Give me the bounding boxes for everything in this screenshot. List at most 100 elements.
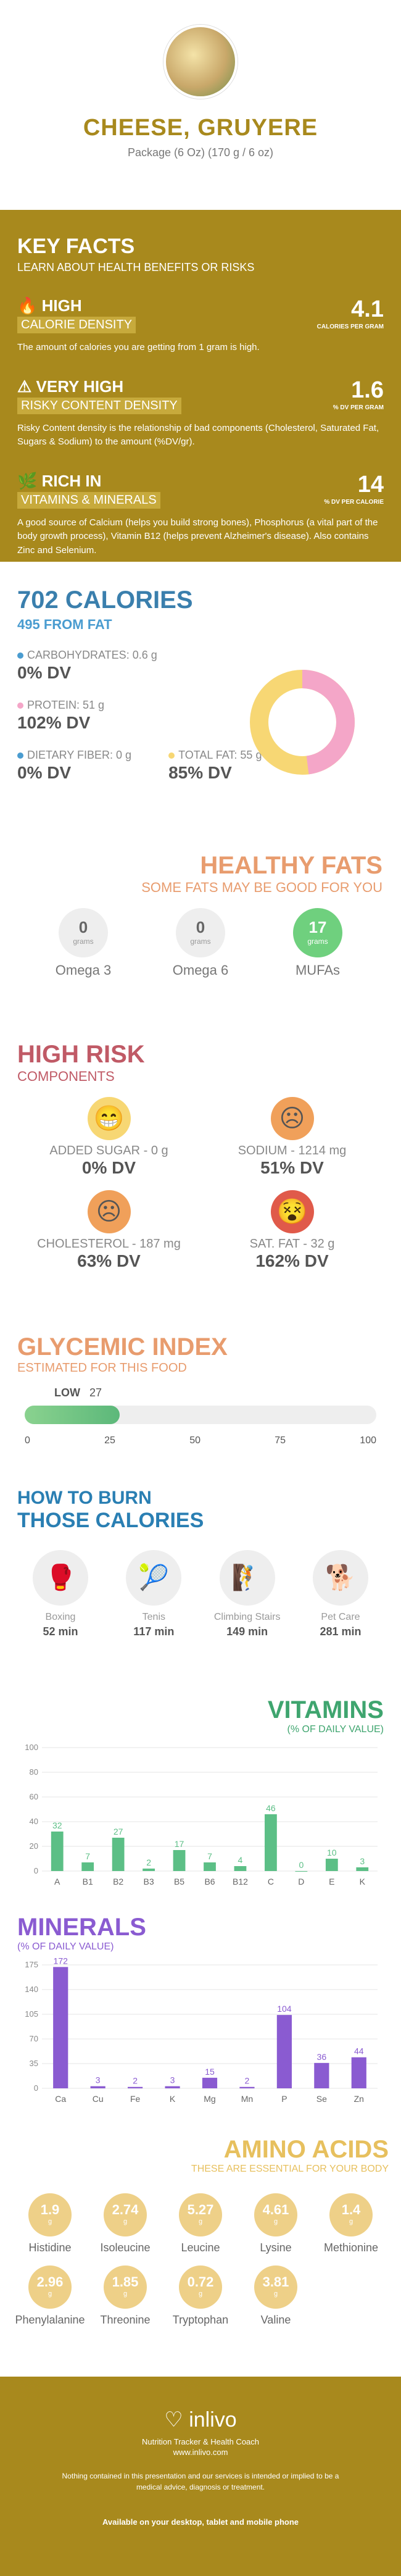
calories-from-fat: 495 FROM FAT bbox=[17, 617, 112, 632]
amino-acids-section: AMINO ACIDS THESE ARE ESSENTIAL FOR YOUR… bbox=[0, 2130, 401, 2377]
fat-name: Omega 6 bbox=[172, 962, 229, 978]
sad-face-icon: ☹ bbox=[87, 1190, 131, 1233]
amino-name: Isoleucine bbox=[100, 2241, 151, 2254]
sad-face-icon: ☹ bbox=[270, 1097, 314, 1140]
amino-blob: 1.4 g bbox=[329, 2193, 373, 2236]
leaf-icon: 🌿 bbox=[17, 471, 38, 490]
fat-unit: grams bbox=[73, 937, 94, 946]
fat-omega3: 0 grams Omega 3 bbox=[40, 908, 126, 978]
activity-boxing: 🥊 Boxing 52 min bbox=[17, 1550, 104, 1638]
amino-name: Threonine bbox=[100, 2314, 151, 2326]
x-tick-label: A bbox=[54, 1877, 60, 1886]
x-tick-label: Cu bbox=[93, 2094, 104, 2104]
donut-protein-slice bbox=[250, 670, 355, 775]
amino-item-valine: 3.81 g Valine bbox=[238, 2265, 313, 2327]
dog-walk-icon: 🐕 bbox=[312, 1550, 368, 1606]
fact-calorie-density: 🔥 HIGH CALORIE DENSITY 4.1 CALORIES PER … bbox=[17, 296, 384, 355]
fat-name: MUFAs bbox=[295, 962, 341, 978]
bar-value-label: 46 bbox=[266, 1803, 276, 1813]
bar-value-label: 3 bbox=[360, 1856, 365, 1866]
amino-unit: g bbox=[198, 2290, 203, 2298]
tick-label: 25 bbox=[104, 1435, 115, 1446]
fire-icon: 🔥 bbox=[17, 296, 38, 315]
brand-tagline: Nutrition Tracker & Health Coach bbox=[141, 2437, 260, 2446]
bar-value-label: 172 bbox=[54, 1956, 68, 1965]
y-tick-label: 60 bbox=[30, 1792, 38, 1801]
vitamins-subtitle: (% OF DAILY VALUE) bbox=[287, 1724, 384, 1735]
fiber-dv: 0% DV bbox=[17, 763, 72, 782]
activity-name: Climbing Stairs bbox=[213, 1612, 281, 1622]
burn-calories-section: HOW TO BURN THOSE CALORIES 🥊 Boxing 52 m… bbox=[0, 1469, 401, 1685]
x-tick-label: B12 bbox=[233, 1877, 248, 1886]
fiber-label: DIETARY FIBER: 0 g bbox=[27, 749, 132, 761]
amino-value: 5.27 bbox=[187, 2202, 214, 2217]
activity-minutes: 281 min bbox=[320, 1625, 362, 1638]
glycemic-subtitle: ESTIMATED FOR THIS FOOD bbox=[17, 1361, 187, 1375]
amino-value: 4.61 bbox=[262, 2202, 289, 2217]
bar-value-label: 15 bbox=[205, 2067, 215, 2077]
protein-label: PROTEIN: 51 g bbox=[27, 699, 105, 711]
amino-name: Histidine bbox=[28, 2241, 72, 2254]
amino-unit: g bbox=[198, 2218, 203, 2225]
brand-logo: inlivo bbox=[189, 2408, 237, 2432]
amino-unit: g bbox=[123, 2218, 128, 2225]
fat-mufas: 17 grams MUFAs bbox=[275, 908, 361, 978]
risk-dv: 63% DV bbox=[77, 1251, 141, 1270]
y-tick-label: 35 bbox=[30, 2059, 38, 2068]
amino-blob: 1.85 g bbox=[104, 2265, 147, 2309]
boxing-icon: 🥊 bbox=[33, 1550, 88, 1606]
vitamins-section: VITAMINS (% OF DAILY VALUE) 0 20 40 60 80 100… bbox=[0, 1685, 401, 1907]
bar-value-label: 27 bbox=[114, 1827, 123, 1836]
amino-unit: g bbox=[273, 2290, 278, 2298]
y-tick-label: 175 bbox=[25, 1960, 38, 1969]
amino-value: 1.9 bbox=[40, 2202, 60, 2217]
minerals-chart: 0 35 70 105 140 175 172 Ca 3 Cu 2 Fe 3 K 15 Mg 2 Mn 104 P 36… bbox=[25, 1956, 378, 2104]
amino-value: 2.74 bbox=[112, 2202, 139, 2217]
amino-item-methionine: 1.4 g Methionine bbox=[313, 2193, 389, 2254]
fact-name: VITAMINS & MINERALS bbox=[17, 491, 160, 509]
glycemic-ticks: 0 25 50 75 100 bbox=[25, 1435, 376, 1446]
stairs-icon: 🧗 bbox=[219, 1550, 275, 1606]
key-facts-lead: LEARN ABOUT HEALTH BENEFITS OR RISKS bbox=[17, 261, 255, 273]
glycemic-value: 27 bbox=[89, 1386, 102, 1399]
key-facts-title: KEY FACTS bbox=[17, 235, 135, 258]
amino-name: Leucine bbox=[181, 2241, 220, 2254]
amino-unit: g bbox=[48, 2218, 52, 2225]
activity-minutes: 52 min bbox=[43, 1625, 78, 1638]
bar-Mg bbox=[202, 2077, 218, 2088]
brand-url[interactable]: www.inlivo.com bbox=[173, 2448, 228, 2457]
activity-name: Pet Care bbox=[321, 1612, 360, 1622]
fact-name: RISKY CONTENT DENSITY bbox=[17, 397, 181, 414]
bar-K bbox=[165, 2086, 180, 2088]
risk-added-sugar: 😁 ADDED SUGAR - 0 g 0% DV bbox=[17, 1097, 200, 1178]
risk-label: SODIUM - 1214 mg bbox=[238, 1144, 347, 1157]
protein-item: PROTEIN: 51 g 102% DV bbox=[17, 699, 384, 733]
fact-description: A good source of Calcium (helps you buil… bbox=[17, 517, 378, 556]
activity-tennis: 🎾 Tenis 117 min bbox=[110, 1550, 197, 1638]
x-tick-label: K bbox=[170, 2094, 176, 2104]
bar-Fe bbox=[128, 2086, 143, 2088]
amino-blob: 2.96 g bbox=[28, 2265, 72, 2309]
minerals-title: MINERALS bbox=[17, 1914, 146, 1941]
risk-dv: 0% DV bbox=[81, 1158, 136, 1177]
fact-level: RICH IN bbox=[41, 471, 102, 490]
amino-item-threonine: 1.85 g Threonine bbox=[88, 2265, 163, 2327]
amino-value: 2.96 bbox=[36, 2274, 64, 2290]
key-facts-section: KEY FACTS LEARN ABOUT HEALTH BENEFITS OR… bbox=[0, 210, 401, 562]
healthy-fats-section: HEALTHY FATS SOME FATS MAY BE GOOD FOR Y… bbox=[0, 840, 401, 1019]
amino-item-lysine: 4.61 g Lysine bbox=[238, 2193, 313, 2254]
amino-name: Phenylalanine bbox=[15, 2314, 85, 2326]
minerals-section: MINERALS (% OF DAILY VALUE) 0 35 70 105 140 1… bbox=[0, 1907, 401, 2130]
glycemic-level: LOW bbox=[54, 1386, 80, 1399]
disclaimer: Nothing contained in this presentation a… bbox=[62, 2472, 339, 2491]
tick-label: 50 bbox=[189, 1435, 200, 1446]
y-tick-label: 100 bbox=[25, 1743, 38, 1752]
fat-name: Omega 3 bbox=[55, 962, 112, 978]
bar-E bbox=[325, 1859, 338, 1871]
bar-value-label: 2 bbox=[133, 2076, 138, 2086]
amino-name: Tryptophan bbox=[172, 2314, 229, 2326]
amino-name: Valine bbox=[260, 2314, 291, 2326]
y-tick-label: 40 bbox=[30, 1817, 38, 1826]
amino-blob: 4.61 g bbox=[254, 2193, 297, 2236]
bar-value-label: 0 bbox=[299, 1860, 304, 1870]
